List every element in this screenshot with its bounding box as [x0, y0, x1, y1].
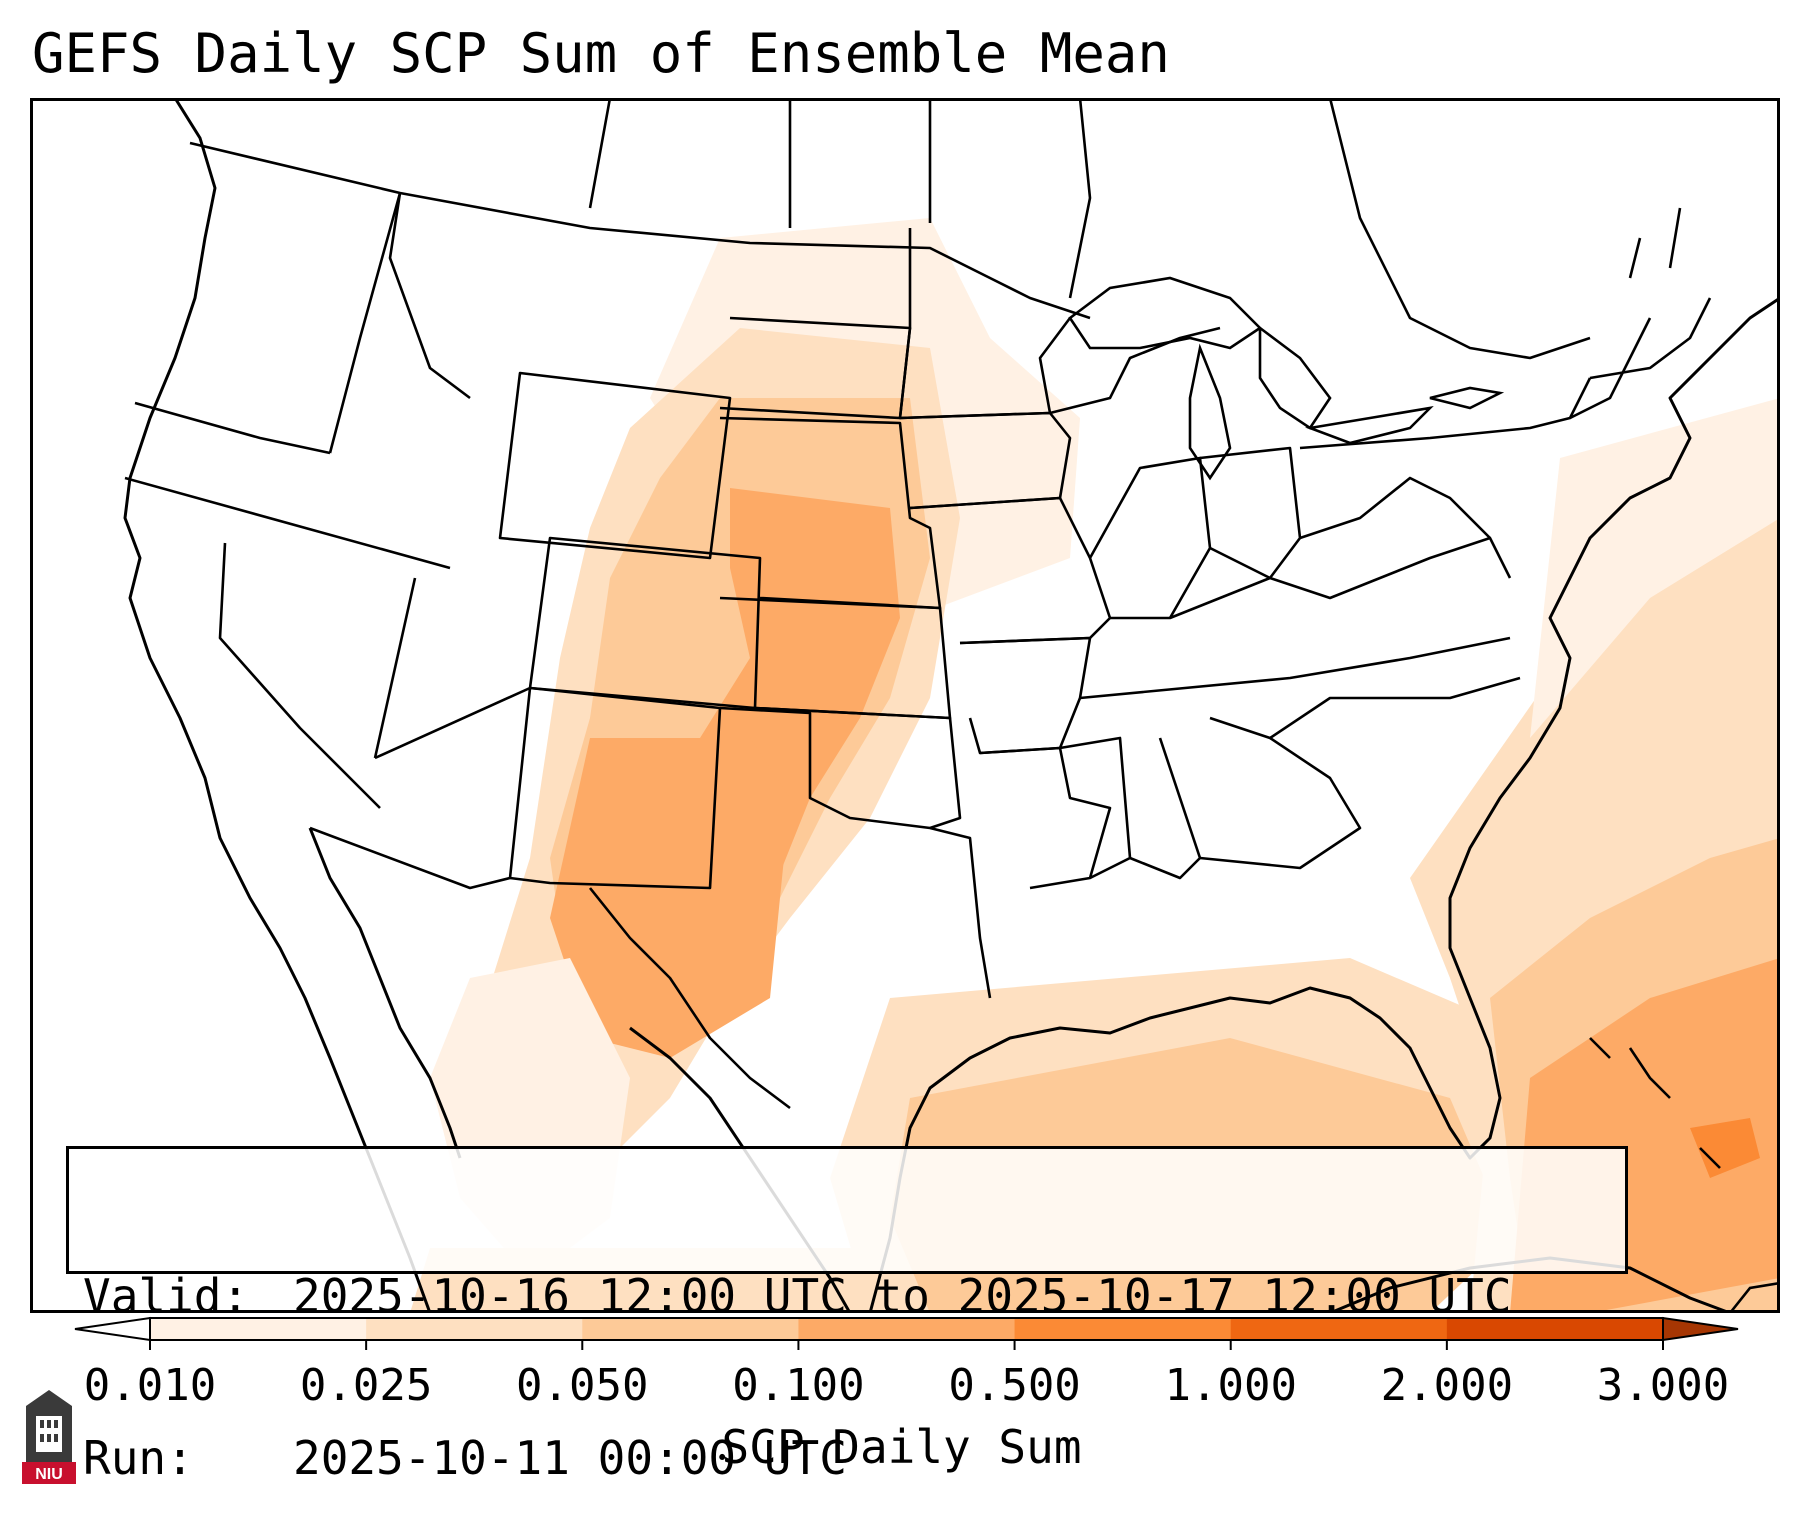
colorbar-ticks: 0.010 0.025 0.050 0.100 0.500 1.000 2.000 3.000: [84, 1340, 1729, 1411]
border-ny-ne: [1569, 317, 1652, 420]
border-wi-mi: [1049, 326, 1221, 415]
border-ms-al: [1059, 736, 1132, 880]
border-ca-nv: [218, 542, 381, 809]
colorbar-tick-label: 0.100: [732, 1360, 864, 1411]
shade-atlantic-outer: [1530, 398, 1780, 738]
run-row: Run: 2025-10-11 00:00 UTC: [83, 1431, 1611, 1485]
border-la: [979, 746, 1112, 890]
hispaniola: [1728, 1281, 1780, 1313]
caribbean-islands: [1589, 1037, 1780, 1313]
border-sk: [588, 98, 932, 223]
map-panel: [30, 98, 1780, 1313]
border-ontario: [1068, 98, 1092, 299]
colorbar-segment: [150, 1318, 367, 1340]
border-id-mt: [388, 192, 471, 400]
border-or-ca-nv: [124, 476, 451, 570]
border-wy: [498, 371, 732, 560]
coast-baja: [308, 827, 462, 1159]
border-ok: [754, 706, 962, 830]
border-tx-panhandle: [719, 706, 992, 999]
border-nm: [509, 686, 722, 890]
valid-value: 2025-10-16 12:00 UTC to 2025-10-17 12:00…: [293, 1269, 1512, 1323]
border-or-id: [328, 192, 402, 454]
lake-erie: [1305, 406, 1434, 445]
border-new-england: [1589, 207, 1712, 380]
colorbar-tick-label: 3.000: [1597, 1360, 1729, 1411]
colorbar-tick-label: 1.000: [1164, 1360, 1296, 1411]
colorbar-segment: [1014, 1318, 1232, 1340]
run-label: Run:: [83, 1431, 194, 1485]
lake-superior: [1068, 276, 1263, 350]
colorbar-segments: [74, 1316, 1739, 1342]
logo-text: NIU: [35, 1466, 63, 1483]
border-va-wv: [1299, 476, 1491, 540]
colorbar-segment: [1230, 1318, 1448, 1340]
border-wa-or: [134, 401, 331, 455]
colorbar-label: SCP Daily Sum: [721, 1420, 1082, 1474]
colorbar-tick-label: 0.010: [84, 1360, 216, 1411]
bahamas: [1589, 1037, 1721, 1169]
border-al-ga: [1129, 737, 1202, 880]
shade-bahamas-peak: [1690, 1118, 1760, 1178]
colorbar-tick-label: 0.025: [300, 1360, 432, 1411]
colorbar-segment: [366, 1318, 583, 1340]
border-ut-az: [374, 686, 531, 760]
colorbar-tick-label: 0.500: [948, 1360, 1080, 1411]
border-tn-south: [1079, 636, 1511, 700]
lake-ontario: [1429, 386, 1505, 410]
chart-title: GEFS Daily SCP Sum of Ensemble Mean: [32, 22, 1170, 85]
border-ar: [959, 636, 1092, 755]
coast-gulf: [868, 296, 1780, 1313]
colorbar-outline: [149, 1317, 1664, 1341]
border-us-canada: [189, 141, 1091, 320]
colorbar: 0.010 0.025 0.050 0.100 0.500 1.000 2.000 3.000: [74, 1316, 1739, 1411]
border-nv-ut: [373, 577, 417, 759]
niu-logo: NIU: [22, 1390, 76, 1484]
colorbar-extend-low: [74, 1316, 151, 1342]
border-pa-ny: [1299, 377, 1592, 450]
shade-nm-core: [550, 738, 790, 1058]
state-boundaries: [124, 98, 1712, 1110]
valid-label: Valid:: [83, 1269, 250, 1323]
map-frame: [30, 98, 1780, 1313]
border-az-nm: [309, 687, 532, 890]
great-lakes: [1068, 276, 1505, 481]
valid-run-info-box: Valid: 2025-10-16 12:00 UTC to 2025-10-17…: [66, 1146, 1628, 1485]
border-tx-mexico: [588, 887, 791, 1110]
coast-west: [123, 98, 432, 1313]
colorbar-tick-label: 2.000: [1381, 1360, 1513, 1411]
colorbar-tick-label: 0.050: [516, 1360, 648, 1411]
border-nc-sc: [1269, 676, 1521, 740]
border-ga-sc-fl: [1199, 716, 1362, 870]
colorbar-extend-high: [1662, 1316, 1739, 1342]
run-value: 2025-10-11 00:00 UTC: [293, 1431, 847, 1485]
border-quebec: [1328, 98, 1591, 360]
lake-michigan: [1188, 343, 1232, 481]
valid-row: Valid: 2025-10-16 12:00 UTC to 2025-10-17…: [83, 1269, 1611, 1323]
colorbar-segment: [582, 1318, 799, 1340]
colorbar-segment: [798, 1318, 1016, 1340]
colorbar-segment: [1446, 1318, 1664, 1340]
